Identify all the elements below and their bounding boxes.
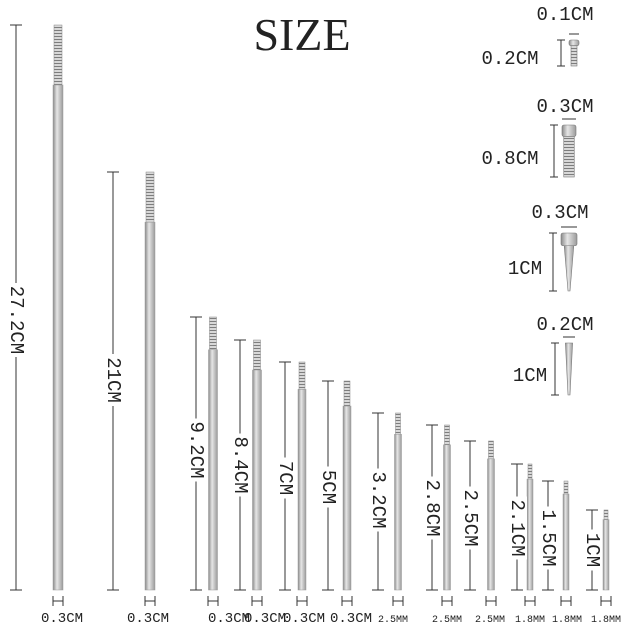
label-bg bbox=[186, 418, 206, 482]
rod-body bbox=[342, 405, 352, 591]
rod-width: 0.3CM bbox=[283, 611, 325, 627]
label-bg bbox=[582, 529, 602, 571]
rod-thread bbox=[145, 171, 155, 223]
rod-length: 21CM bbox=[102, 357, 124, 403]
screw-shaft bbox=[563, 136, 575, 178]
label-bg bbox=[275, 457, 295, 499]
screw-length: 0.2CM bbox=[481, 48, 538, 70]
rod-thread bbox=[444, 424, 450, 446]
screw-head bbox=[560, 232, 578, 247]
rod-body bbox=[297, 389, 307, 591]
screw-head bbox=[568, 39, 580, 47]
screw-width: 0.3CM bbox=[531, 202, 588, 224]
rod-length: 8.4CM bbox=[229, 436, 251, 493]
rod-thread bbox=[53, 24, 63, 86]
label-bg bbox=[318, 466, 338, 508]
rod-thread bbox=[298, 361, 306, 390]
rod-thread bbox=[603, 509, 609, 520]
rod-thread bbox=[488, 440, 494, 460]
screw-tip bbox=[565, 342, 573, 396]
rod-width: 0.3CM bbox=[244, 611, 286, 627]
screw-length: 0.8CM bbox=[481, 148, 538, 170]
label-bg bbox=[368, 468, 388, 532]
label-bg bbox=[460, 486, 480, 550]
rod-thread bbox=[253, 339, 261, 371]
rod-width: 1.8MM bbox=[552, 615, 582, 626]
rod-body bbox=[562, 493, 570, 591]
rod-thread bbox=[343, 380, 351, 407]
rod-width: 1.8MM bbox=[591, 615, 621, 626]
rod-width: 0.3CM bbox=[330, 611, 372, 627]
rod-body bbox=[208, 349, 218, 591]
screw-width: 0.2CM bbox=[536, 314, 593, 336]
label-bg bbox=[230, 433, 250, 497]
rod-length: 2.1CM bbox=[506, 499, 528, 556]
rod-thread bbox=[527, 463, 533, 480]
rod-body bbox=[144, 221, 156, 591]
rod-length: 2.5CM bbox=[459, 489, 481, 546]
rod-body bbox=[394, 433, 402, 591]
screw-width: 0.3CM bbox=[536, 96, 593, 118]
label-bg bbox=[103, 354, 123, 406]
rod-body bbox=[252, 369, 262, 591]
rod-width: 2.5MM bbox=[475, 615, 505, 626]
rod-width: 1.8MM bbox=[515, 615, 545, 626]
title: SIZE bbox=[253, 9, 350, 60]
label-bg bbox=[507, 496, 527, 560]
rod-width: 0.3CM bbox=[41, 611, 83, 627]
rod-length: 27.2CM bbox=[5, 286, 27, 354]
screw-head bbox=[561, 124, 577, 137]
rod-width: 2.5MM bbox=[378, 615, 408, 626]
rod-length: 3.2CM bbox=[367, 471, 389, 528]
rod-body bbox=[487, 458, 495, 591]
rod-body bbox=[52, 84, 64, 591]
rod-length: 1CM bbox=[581, 533, 603, 567]
rod-width: 2.5MM bbox=[432, 615, 462, 626]
label-bg bbox=[422, 476, 442, 540]
screw-tip bbox=[563, 245, 575, 292]
rod-width: 0.3CM bbox=[127, 611, 169, 627]
rod-thread bbox=[395, 412, 401, 435]
rod-length: 9.2CM bbox=[185, 421, 207, 478]
rod-thread bbox=[563, 480, 569, 495]
screw-length: 1CM bbox=[508, 258, 542, 280]
label-bg bbox=[538, 506, 558, 570]
screw-width: 0.1CM bbox=[536, 4, 593, 26]
rod-length: 7CM bbox=[274, 461, 296, 495]
rod-body bbox=[443, 444, 451, 591]
screw-shaft bbox=[570, 45, 578, 67]
rod-width: 0.3CM bbox=[208, 611, 250, 627]
rod-thread bbox=[209, 316, 217, 351]
rod-body bbox=[602, 519, 610, 591]
screw-length: 1CM bbox=[513, 365, 547, 387]
rod-length: 5CM bbox=[317, 470, 339, 504]
rod-length: 1.5CM bbox=[537, 509, 559, 566]
rod-length: 2.8CM bbox=[421, 479, 443, 536]
label-bg bbox=[6, 283, 26, 357]
